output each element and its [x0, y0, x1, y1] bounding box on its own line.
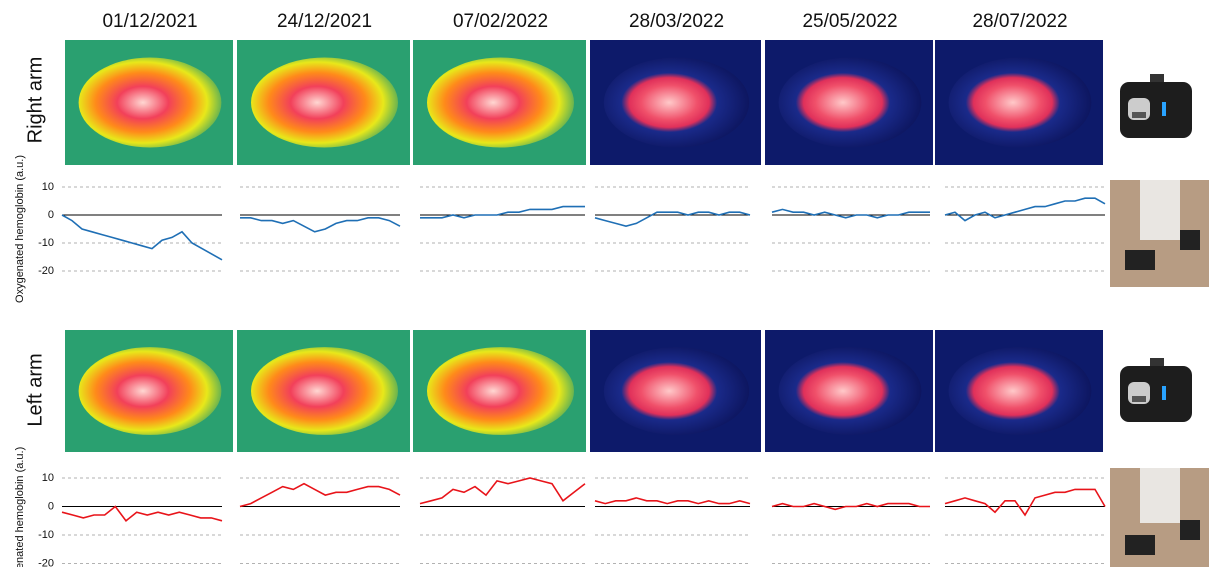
data-line [945, 489, 1105, 515]
data-line [945, 198, 1105, 220]
hand [604, 347, 749, 435]
data-line [420, 207, 585, 218]
data-line [240, 484, 400, 507]
data-line [62, 215, 222, 260]
row-label: Right arm [24, 57, 46, 144]
y-tick-label: 10 [42, 181, 54, 193]
hand [779, 58, 922, 148]
data-line [772, 209, 930, 217]
hand [427, 347, 574, 435]
date-label: 24/12/2021 [277, 11, 372, 32]
y-axis-label: Oxygenated hemoglobin (a.u.) [14, 155, 26, 303]
hand [604, 58, 749, 148]
y-tick-label: 10 [42, 472, 54, 484]
date-label: 28/07/2022 [972, 11, 1067, 32]
y-tick-label: 0 [48, 209, 54, 221]
hand [949, 347, 1092, 435]
data-line [595, 498, 750, 504]
hand [79, 347, 222, 435]
hand [79, 58, 222, 148]
y-tick-label: 0 [48, 500, 54, 512]
device-icons [1110, 74, 1209, 567]
data-line [420, 478, 585, 504]
hand [251, 58, 398, 148]
hand [251, 347, 398, 435]
data-line [62, 507, 222, 521]
y-tick-label: -10 [38, 529, 54, 541]
data-line [240, 218, 400, 232]
row-label: Left arm [24, 353, 46, 426]
data-line [595, 212, 750, 226]
page: 01/12/2021 24/12/2021 07/02/2022 28/03/2022… [0, 0, 1209, 567]
thermal-images [65, 40, 1103, 452]
hand [427, 58, 574, 148]
hand [949, 58, 1092, 148]
date-label: 07/02/2022 [453, 11, 548, 32]
date-label: 01/12/2021 [102, 11, 197, 32]
y-tick-label: -20 [38, 265, 54, 277]
date-label: 25/05/2022 [802, 11, 897, 32]
hand [779, 347, 922, 435]
date-label: 28/03/2022 [629, 11, 724, 32]
y-tick-label: -20 [38, 557, 54, 567]
figure: 01/12/2021 24/12/2021 07/02/2022 28/03/2022… [0, 0, 1209, 567]
y-tick-label: -10 [38, 237, 54, 249]
y-axis-label: Oxygenated hemoglobin (a.u.) [14, 447, 26, 567]
